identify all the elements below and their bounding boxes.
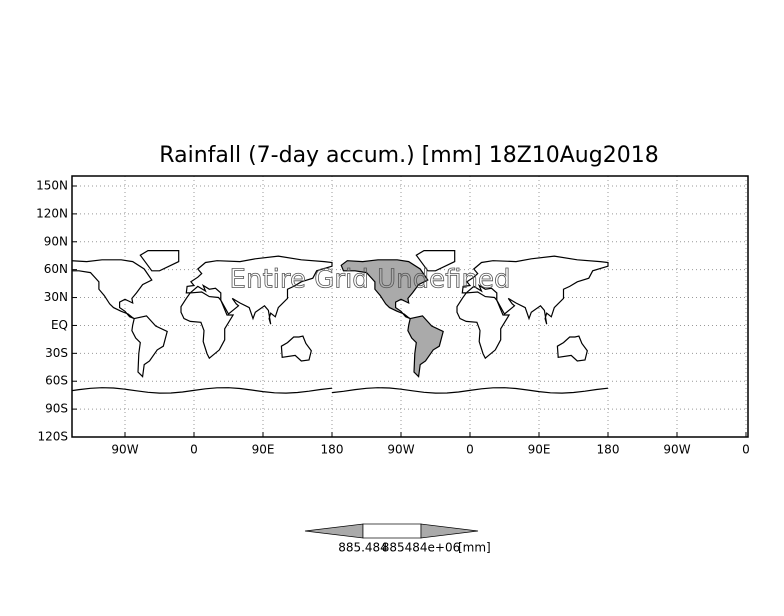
lat-label: 90N [44,234,68,248]
lon-label: 90W [111,443,138,457]
south-america [131,315,168,378]
africa [180,291,235,360]
eurasia [461,255,609,325]
lon-label: 180 [321,443,344,457]
map-title: Rainfall (7-day accum.) [mm] 18Z10Aug201… [159,143,658,168]
lon-label: 0 [742,443,750,457]
lat-label: 60S [45,374,68,388]
colorbar-label: 885484e+06 [382,541,461,555]
colorbar: 885.484 885484e+06 [mm] [304,523,491,555]
colorbar-low-arrow [304,523,364,539]
lat-label: EQ [51,318,68,332]
overlay-message: Entire Grid Undefined [230,265,511,295]
greenland [415,250,456,272]
map-frame [71,175,749,438]
lon-label: 0 [466,443,474,457]
lat-label: 30S [45,346,68,360]
greenland [139,250,180,272]
australia [556,335,588,362]
lon-label: 0 [190,443,198,457]
australia [280,335,312,362]
antarctica [72,387,333,394]
colorbar-unit: [mm] [458,541,491,555]
antarctica [331,387,609,394]
north-america [340,259,429,320]
australia [5,336,35,361]
south-america [407,315,444,378]
lat-label: 120S [37,430,68,444]
lon-label: 180 [597,443,620,457]
antarctica [0,388,56,393]
lat-label: 90S [45,402,68,416]
axis-labels: 150N 120N 90N 60N 30N EQ 30S 60S 90S 120S 90W 0 90E 1… [36,179,750,457]
coastlines [0,250,609,394]
lon-label: 90W [387,443,414,457]
colorbar-high-arrow [420,523,479,539]
eurasia [185,255,333,325]
lat-label: 150N [36,179,68,193]
grid [72,176,748,438]
africa [456,291,511,360]
lat-label: 120N [36,206,68,220]
colorbar-box [362,523,422,539]
lat-label: 30N [44,290,68,304]
colorbar-label: 885.484 [338,541,388,555]
lon-label: 90E [528,443,551,457]
lon-label: 90W [663,443,690,457]
lat-label: 60N [44,262,68,276]
north-america [72,259,153,320]
lon-label: 90E [252,443,275,457]
